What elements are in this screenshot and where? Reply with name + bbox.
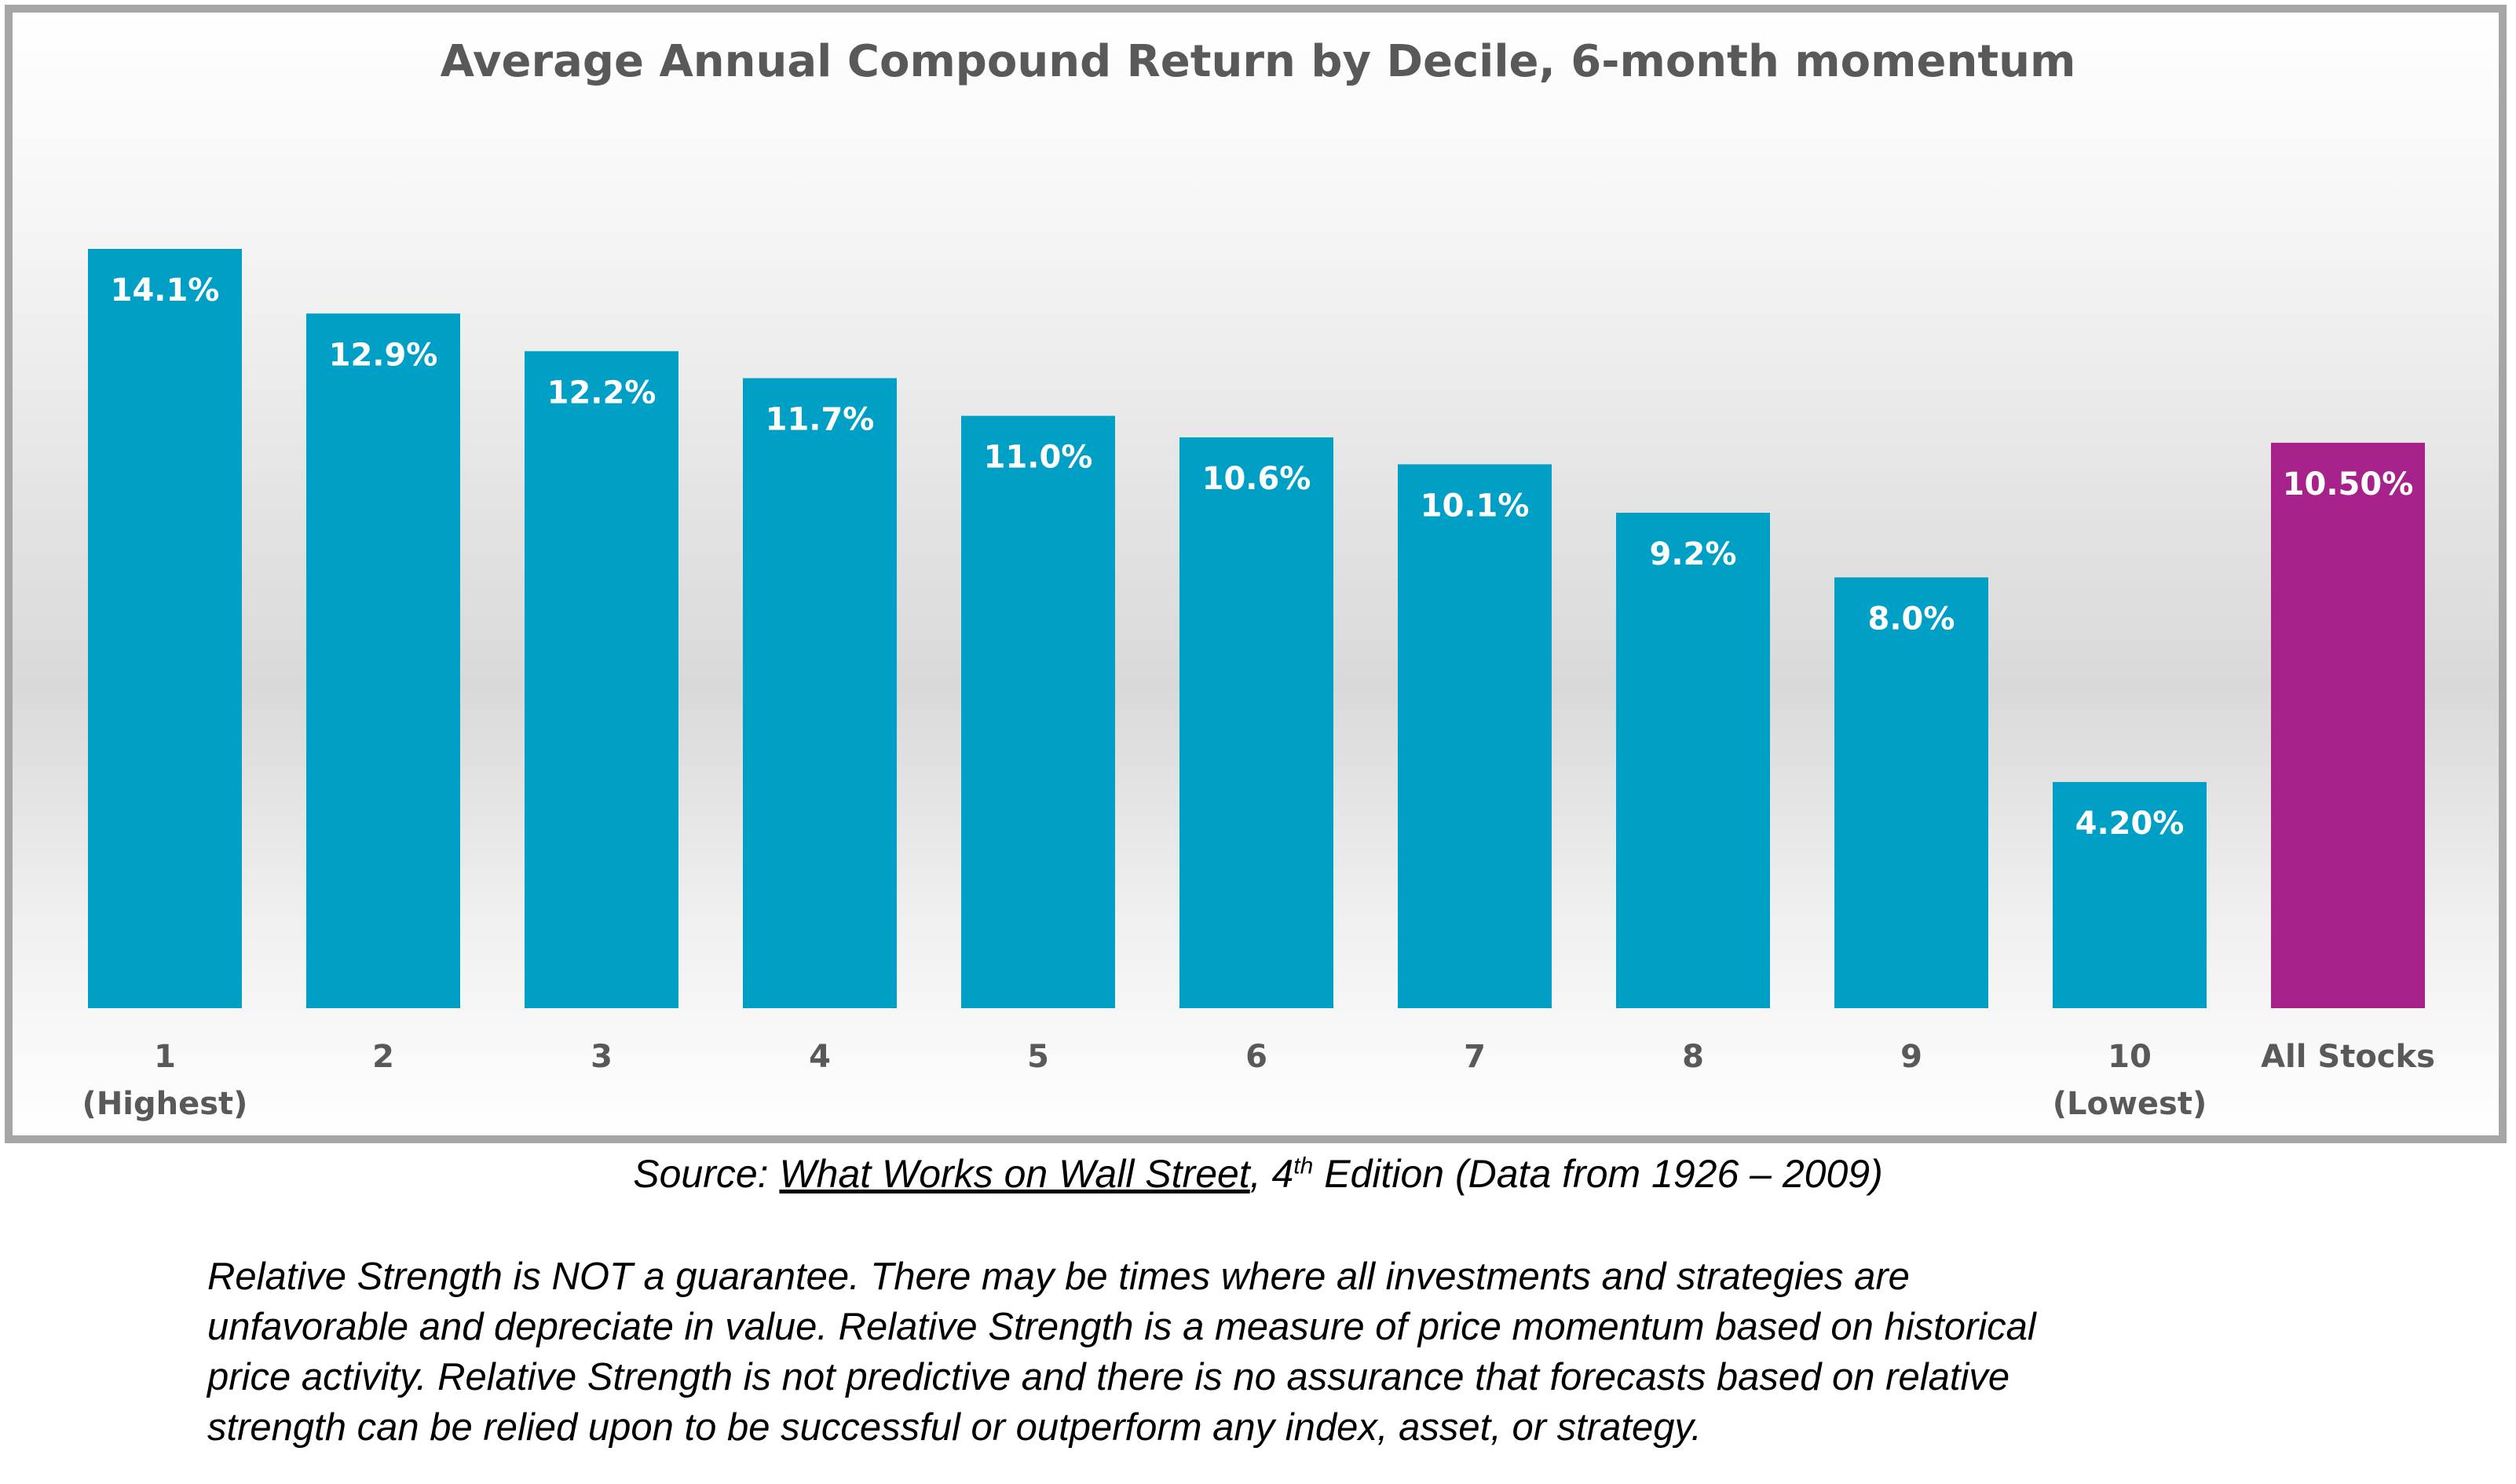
- bar-decile-2: [306, 313, 460, 1009]
- data-label: 12.9%: [329, 337, 438, 373]
- bar-decile-1: [88, 249, 242, 1008]
- x-axis-ticks: 1 (Highest) 2 3 4 5 6 7 8 9 10 (Lowest) All Stocks: [82, 1039, 2435, 1122]
- x-tick-label: All Stocks: [2261, 1039, 2435, 1075]
- data-label: 10.6%: [1202, 461, 1311, 497]
- bar-decile-6: [1179, 437, 1333, 1008]
- data-label: 14.1%: [111, 272, 220, 309]
- data-label: 12.2%: [547, 375, 656, 411]
- bar-decile-5: [961, 415, 1115, 1008]
- disclaimer-line: price activity. Relative Strength is not…: [207, 1356, 2010, 1398]
- bar-decile-7: [1398, 464, 1552, 1008]
- x-tick-label: 4: [809, 1039, 831, 1075]
- bar-decile-3: [525, 351, 678, 1009]
- x-tick-label: 10: [2108, 1039, 2152, 1075]
- bars-layer: [88, 249, 2425, 1009]
- source-prefix: Source:: [633, 1152, 780, 1196]
- disclaimer: Relative Strength is NOT a guarantee. Th…: [207, 1252, 2375, 1453]
- x-tick-label: 1: [154, 1039, 176, 1075]
- source-edition-number: , 4: [1249, 1152, 1294, 1196]
- x-tick-label: 9: [1900, 1039, 1922, 1075]
- bar-decile-4: [743, 378, 897, 1009]
- x-tick-label: (Highest): [82, 1086, 248, 1122]
- x-tick-label: 7: [1464, 1039, 1486, 1075]
- data-label: 10.1%: [1421, 488, 1530, 524]
- disclaimer-line: unfavorable and depreciate in value. Rel…: [207, 1306, 2036, 1348]
- x-tick-label: 6: [1245, 1039, 1267, 1075]
- data-labels-layer: 14.1% 12.9% 12.2% 11.7% 11.0% 10.6% 10.1% 9.2% 8…: [111, 272, 2414, 842]
- x-tick-label: 2: [372, 1039, 394, 1075]
- bar-all-stocks: [2271, 442, 2425, 1008]
- bar-decile-9: [1834, 577, 1988, 1008]
- x-tick-label: 8: [1682, 1039, 1704, 1075]
- source-citation: Source: What Works on Wall Street, 4th E…: [0, 1151, 2516, 1197]
- x-tick-label: (Lowest): [2053, 1086, 2207, 1122]
- data-label: 11.0%: [984, 440, 1093, 476]
- bar-chart: 14.1% 12.9% 12.2% 11.7% 11.0% 10.6% 10.1% 9.2% 8…: [82, 249, 2435, 1122]
- disclaimer-line: strength can be relied upon to be succes…: [207, 1406, 1702, 1449]
- data-label: 11.7%: [766, 402, 875, 438]
- data-label: 4.20%: [2075, 806, 2185, 842]
- bar-decile-10: [2053, 781, 2207, 1008]
- source-suffix: Edition (Data from 1926 – 2009): [1313, 1152, 1883, 1196]
- disclaimer-line: Relative Strength is NOT a guarantee. Th…: [207, 1256, 1910, 1298]
- x-tick-label: 3: [591, 1039, 613, 1075]
- data-label: 10.50%: [2283, 466, 2414, 503]
- x-tick-label: 5: [1027, 1039, 1049, 1075]
- source-book-title: What Works on Wall Street: [779, 1152, 1250, 1196]
- data-label: 8.0%: [1868, 601, 1955, 637]
- chart-title: Average Annual Compound Return by Decile…: [440, 36, 2076, 87]
- bar-decile-8: [1616, 513, 1770, 1008]
- source-edition-superscript: th: [1293, 1153, 1314, 1179]
- data-label: 9.2%: [1650, 536, 1737, 572]
